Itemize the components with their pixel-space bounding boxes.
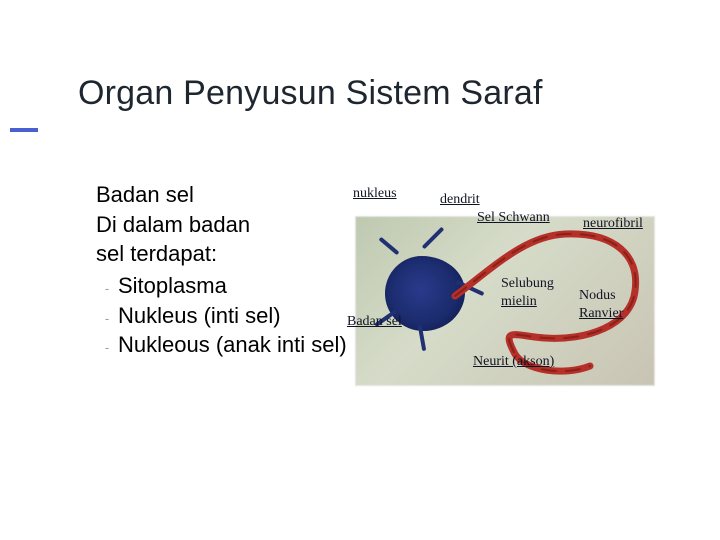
bullet-marker: -: [96, 271, 118, 296]
label-neurofibril: neurofibril: [583, 216, 643, 232]
accent-bar: [10, 128, 38, 132]
bullet-text: Nukleus (inti sel): [118, 301, 281, 331]
label-dendrit: dendrit: [440, 192, 480, 208]
label-sel-schwann: Sel Schwann: [477, 210, 550, 226]
bullet-text: Sitoplasma: [118, 271, 227, 301]
list-item: - Sitoplasma: [96, 271, 356, 301]
label-badan-sel: Badan sel: [347, 314, 402, 330]
lead-line-1: Badan sel: [96, 180, 356, 210]
lead-line-2: Di dalam badan: [96, 210, 356, 240]
label-nukleus: nukleus: [353, 186, 397, 202]
lead-line-3: sel terdapat:: [96, 239, 356, 269]
text-column: Badan sel Di dalam badan sel terdapat: -…: [96, 180, 356, 360]
bullet-marker: -: [96, 330, 118, 355]
label-selubung-mielin-1: Selubung: [501, 276, 554, 292]
label-nodus-ranvier-2: Ranvier: [579, 306, 623, 322]
label-nodus-ranvier-1: Nodus: [579, 288, 616, 304]
list-item: - Nukleus (inti sel): [96, 301, 356, 331]
list-item: - Nukleous (anak inti sel): [96, 330, 356, 360]
label-neurit-akson: Neurit (akson): [473, 354, 554, 370]
bullet-list: - Sitoplasma - Nukleus (inti sel) - Nukl…: [96, 271, 356, 360]
bullet-text: Nukleous (anak inti sel): [118, 330, 347, 360]
bullet-marker: -: [96, 301, 118, 326]
neuron-diagram: nukleus dendrit Sel Schwann neurofibril …: [355, 186, 675, 406]
page-title: Organ Penyusun Sistem Saraf: [78, 74, 543, 113]
label-selubung-mielin-2: mielin: [501, 294, 537, 310]
